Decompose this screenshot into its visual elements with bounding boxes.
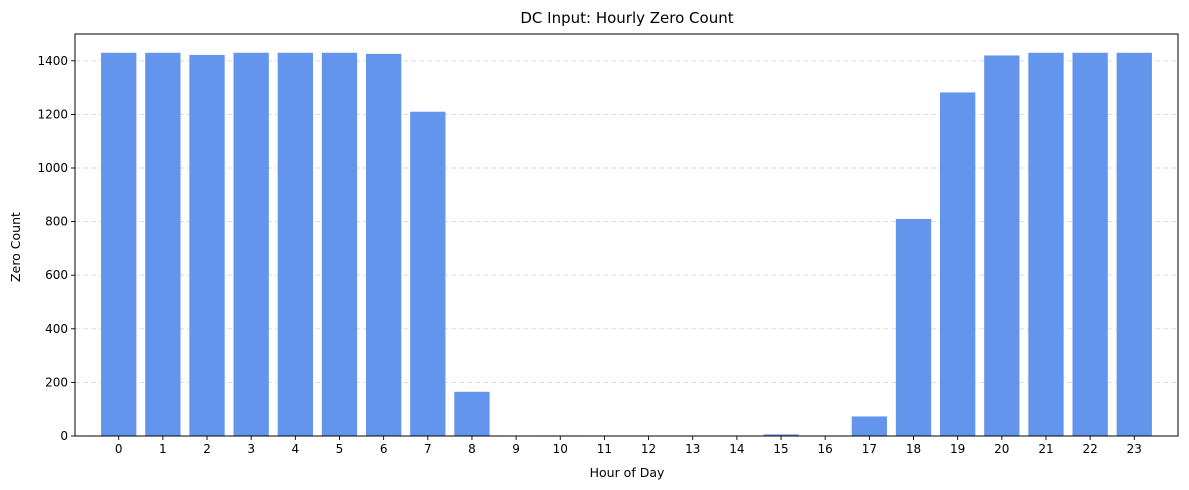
- bar: [895, 218, 932, 436]
- x-tick-label: 14: [729, 442, 744, 456]
- x-tick-label: 11: [597, 442, 612, 456]
- x-tick-label: 7: [424, 442, 432, 456]
- bar: [233, 52, 269, 436]
- x-tick-label: 0: [115, 442, 123, 456]
- bar: [763, 434, 799, 436]
- x-tick-label: 6: [380, 442, 388, 456]
- x-tick-label: 20: [994, 442, 1009, 456]
- x-tick-label: 13: [685, 442, 700, 456]
- bar: [365, 53, 402, 436]
- x-tick-label: 3: [247, 442, 255, 456]
- x-axis-label: Hour of Day: [590, 465, 665, 480]
- x-tick-label: 2: [203, 442, 211, 456]
- bar: [189, 54, 225, 437]
- x-tick-label: 5: [336, 442, 344, 456]
- x-tick-label: 17: [862, 442, 877, 456]
- bar: [851, 416, 888, 436]
- y-tick-label: 200: [45, 375, 68, 389]
- x-tick-label: 16: [818, 442, 833, 456]
- x-tick-label: 8: [468, 442, 476, 456]
- bar: [277, 52, 313, 436]
- x-tick-label: 9: [512, 442, 520, 456]
- x-tick-label: 19: [950, 442, 965, 456]
- y-axis-label: Zero Count: [8, 212, 23, 282]
- bar: [1028, 52, 1064, 436]
- chart-title: DC Input: Hourly Zero Count: [520, 9, 733, 27]
- bar: [1072, 52, 1108, 436]
- bar: [940, 92, 976, 436]
- bar: [145, 52, 181, 436]
- y-tick-label: 600: [45, 268, 68, 282]
- x-tick-label: 4: [292, 442, 300, 456]
- bar: [454, 391, 490, 436]
- plot-frame: [74, 33, 1179, 437]
- x-tick-label: 10: [553, 442, 568, 456]
- x-tick-label: 21: [1038, 442, 1053, 456]
- y-tick-label: 1400: [37, 54, 68, 68]
- x-tick-label: 23: [1127, 442, 1142, 456]
- x-tick-label: 12: [641, 442, 656, 456]
- bar: [101, 52, 137, 436]
- x-tick-label: 22: [1082, 442, 1097, 456]
- y-tick-label: 0: [60, 429, 68, 443]
- bar: [1116, 52, 1152, 436]
- axes-layer: [74, 33, 1179, 437]
- x-tick-label: 18: [906, 442, 921, 456]
- bar: [984, 55, 1020, 436]
- bar: [321, 52, 358, 436]
- bar: [410, 111, 446, 436]
- y-tick-label: 800: [45, 215, 68, 229]
- bar-layer: [101, 52, 1152, 437]
- y-tick-label: 1200: [37, 107, 68, 121]
- y-tick-label: 1000: [37, 161, 68, 175]
- y-tick-label: 400: [45, 322, 68, 336]
- x-tick-label: 1: [159, 442, 167, 456]
- x-tick-label: 15: [773, 442, 788, 456]
